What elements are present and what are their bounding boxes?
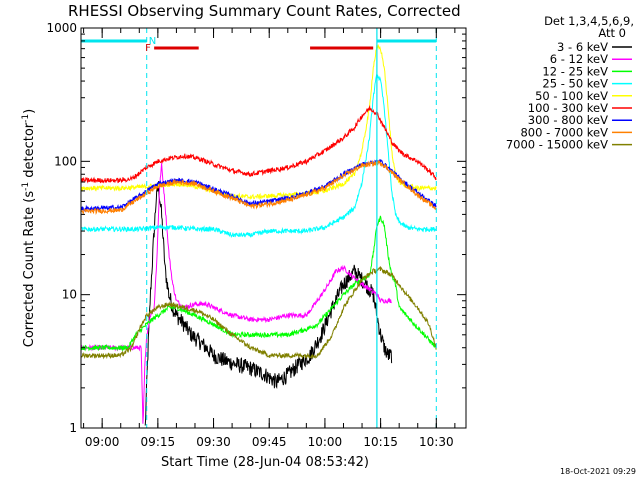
series-line-3 bbox=[80, 215, 437, 352]
legend-label: 25 - 50 keV bbox=[542, 77, 608, 91]
legend-label: 7000 - 15000 keV bbox=[506, 138, 608, 152]
series-line-4 bbox=[80, 73, 437, 239]
attenuator-info: Att 0 bbox=[598, 26, 626, 40]
y-tick-label: 100 bbox=[54, 154, 77, 168]
legend-label: 300 - 800 keV bbox=[528, 113, 608, 127]
x-axis: 09:00 09:15 09:30 09:45 10:00 10:15 10:30 bbox=[83, 28, 456, 449]
y-tick-label: 10 bbox=[62, 288, 77, 302]
flags-layer: NF bbox=[81, 28, 437, 428]
flare-flag-label: F bbox=[145, 43, 151, 54]
y-label-part3: ) bbox=[22, 109, 37, 114]
series-layer bbox=[80, 43, 437, 426]
legend-label: 12 - 25 keV bbox=[542, 64, 608, 78]
x-tick-label: 10:00 bbox=[308, 435, 343, 449]
x-tick-label: 09:00 bbox=[85, 435, 120, 449]
chart-title: RHESSI Observing Summary Count Rates, Co… bbox=[68, 2, 461, 20]
timestamp: 18-Oct-2021 09:29 bbox=[560, 467, 636, 476]
legend-label: 3 - 6 keV bbox=[557, 40, 608, 54]
series-line-1 bbox=[144, 181, 393, 426]
x-tick-label: 10:15 bbox=[363, 435, 398, 449]
x-tick-label: 10:30 bbox=[419, 435, 454, 449]
y-tick-label: 1 bbox=[69, 421, 77, 435]
y-label-part2: detector bbox=[22, 122, 37, 182]
y-label-part1: Corrected Count Rate (s bbox=[22, 191, 37, 348]
x-tick-label: 09:15 bbox=[141, 435, 176, 449]
y-tick-label: 1000 bbox=[46, 21, 77, 35]
x-axis-label: Start Time (28-Jun-04 08:53:42) bbox=[161, 455, 369, 470]
y-axis-label: Corrected Count Rate (s-1 detector-1) bbox=[21, 109, 37, 347]
series-line-9 bbox=[80, 265, 437, 360]
legend-label: 50 - 100 keV bbox=[535, 89, 608, 103]
x-tick-label: 09:45 bbox=[252, 435, 287, 449]
series-line-6 bbox=[80, 104, 437, 184]
y-axis: 1 10 100 1000 bbox=[46, 21, 466, 435]
series-line-7 bbox=[80, 158, 437, 213]
legend-label: 6 - 12 keV bbox=[550, 52, 608, 66]
plot-frame bbox=[80, 27, 467, 429]
series-line-2 bbox=[80, 163, 392, 424]
y-label-sup1: -1 bbox=[21, 182, 31, 191]
night-flag-label: N bbox=[149, 36, 156, 47]
legend-label: 100 - 300 keV bbox=[528, 101, 608, 115]
y-label-sup2: -1 bbox=[21, 114, 31, 123]
legend-label: 800 - 7000 keV bbox=[520, 125, 608, 139]
detector-info: Det 1,3,4,5,6,9, bbox=[544, 14, 634, 28]
series-line-5 bbox=[80, 43, 437, 201]
x-tick-label: 09:30 bbox=[196, 435, 231, 449]
